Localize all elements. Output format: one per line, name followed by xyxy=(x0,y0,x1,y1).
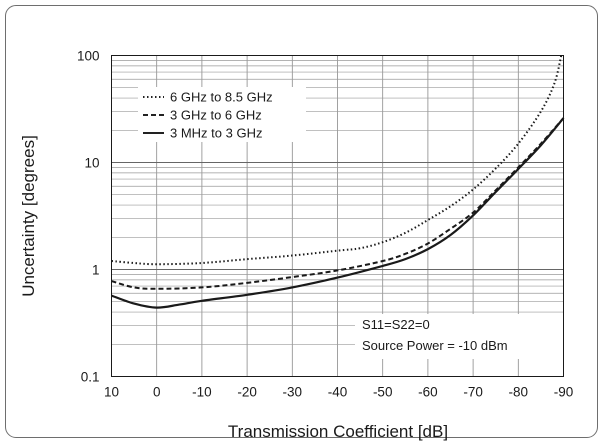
series-layer xyxy=(111,55,565,309)
x-tick-label: 0 xyxy=(153,385,161,400)
annotation-background xyxy=(355,314,567,359)
x-tick-label: -90 xyxy=(554,385,574,400)
series-3mhz-to-3ghz-line xyxy=(111,117,565,309)
x-tick-label: 10 xyxy=(104,385,119,400)
x-tick-label: -20 xyxy=(237,385,257,400)
y-tick-label: 100 xyxy=(77,49,100,64)
chart-frame xyxy=(5,5,598,438)
x-tick-label: -60 xyxy=(418,385,438,400)
legend-label-6ghz: 6 GHz to 8.5 GHz xyxy=(170,90,273,105)
annotation-box: S11=S22=0 Source Power = -10 dBm xyxy=(355,314,567,359)
x-tick-label: -40 xyxy=(328,385,348,400)
annotation-s-params: S11=S22=0 xyxy=(362,317,430,332)
series-6ghz-to-8-5ghz-line xyxy=(111,55,563,266)
legend: 6 GHz to 8.5 GHz 3 GHz to 6 GHz 3 MHz to… xyxy=(138,87,306,142)
plot-border xyxy=(111,55,564,377)
x-tick-label: -50 xyxy=(373,385,393,400)
y-axis-title: Uncertainty [degrees] xyxy=(19,135,38,297)
legend-box xyxy=(138,87,306,142)
x-tick-label: -80 xyxy=(509,385,529,400)
legend-label-3ghz: 3 GHz to 6 GHz xyxy=(170,108,262,123)
x-tick-label: -10 xyxy=(192,385,212,400)
y-tick-label: 0.1 xyxy=(81,370,100,385)
y-tick-label: 1 xyxy=(92,263,100,278)
legend-label-3mhz: 3 MHz to 3 GHz xyxy=(170,126,262,141)
x-tick-label: -70 xyxy=(463,385,483,400)
x-tick-label: -30 xyxy=(283,385,303,400)
x-axis-title: Transmission Coefficient [dB] xyxy=(228,422,448,441)
series-3ghz-to-6ghz-line xyxy=(111,117,565,290)
annotation-source-power: Source Power = -10 dBm xyxy=(362,338,508,353)
y-tick-label: 10 xyxy=(84,156,99,171)
